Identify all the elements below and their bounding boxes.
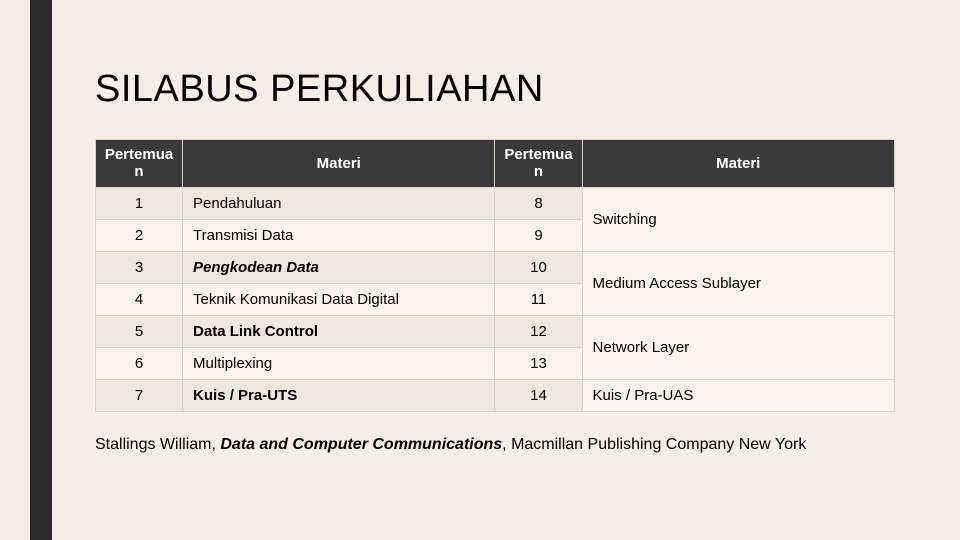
cell-num-left: 7: [96, 379, 183, 411]
cell-materi-right: Kuis / Pra-UAS: [582, 379, 894, 411]
cell-materi-left: Pengkodean Data: [183, 251, 495, 283]
cell-num-left: 6: [96, 347, 183, 379]
table-header-row: Pertemuan Materi Pertemuan Materi: [96, 140, 895, 188]
cell-num-right: 11: [495, 283, 582, 315]
cell-num-left: 4: [96, 283, 183, 315]
cell-materi-left: Teknik Komunikasi Data Digital: [183, 283, 495, 315]
table-row: 5Data Link Control12Network Layer: [96, 315, 895, 347]
cell-num-right: 8: [495, 187, 582, 219]
cell-materi-left: Kuis / Pra-UTS: [183, 379, 495, 411]
table-row: 3Pengkodean Data10Medium Access Sublayer: [96, 251, 895, 283]
cell-num-left: 1: [96, 187, 183, 219]
ref-title: Data and Computer Communications: [220, 436, 502, 453]
cell-materi-right: Switching: [582, 187, 894, 251]
col-pertemuan-right: Pertemuan: [495, 140, 582, 188]
cell-materi-left: Pendahuluan: [183, 187, 495, 219]
cell-materi-left: Transmisi Data: [183, 219, 495, 251]
accent-stripe: [30, 0, 52, 540]
cell-num-right: 14: [495, 379, 582, 411]
slide-content: SILABUS PERKULIAHAN Pertemuan Materi Per…: [95, 68, 895, 456]
cell-num-left: 5: [96, 315, 183, 347]
cell-num-left: 3: [96, 251, 183, 283]
cell-materi-right: Network Layer: [582, 315, 894, 379]
col-pertemuan-left: Pertemuan: [96, 140, 183, 188]
cell-num-right: 10: [495, 251, 582, 283]
table-body: 1Pendahuluan8Switching2Transmisi Data93P…: [96, 187, 895, 411]
syllabus-table: Pertemuan Materi Pertemuan Materi 1Penda…: [95, 139, 895, 412]
ref-author: Stallings William,: [95, 436, 220, 453]
cell-materi-left: Data Link Control: [183, 315, 495, 347]
cell-materi-right: Medium Access Sublayer: [582, 251, 894, 315]
col-materi-right: Materi: [582, 140, 894, 188]
col-materi-left: Materi: [183, 140, 495, 188]
table-row: 7Kuis / Pra-UTS14Kuis / Pra-UAS: [96, 379, 895, 411]
table-row: 1Pendahuluan8Switching: [96, 187, 895, 219]
cell-materi-left: Multiplexing: [183, 347, 495, 379]
cell-num-right: 13: [495, 347, 582, 379]
ref-rest: , Macmillan Publishing Company New York: [502, 436, 806, 453]
cell-num-right: 9: [495, 219, 582, 251]
cell-num-right: 12: [495, 315, 582, 347]
reference-text: Stallings William, Data and Computer Com…: [95, 434, 915, 456]
page-title: SILABUS PERKULIAHAN: [95, 68, 895, 111]
cell-num-left: 2: [96, 219, 183, 251]
